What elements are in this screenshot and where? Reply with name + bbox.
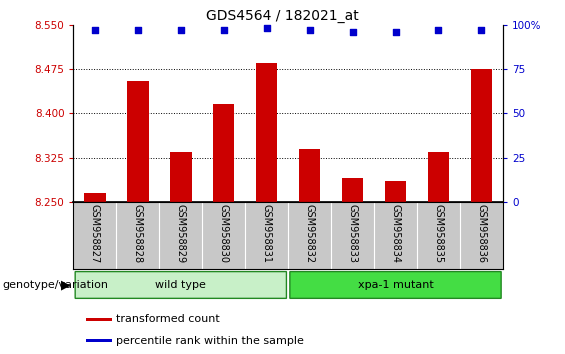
Point — [434, 27, 443, 33]
Text: GSM958827: GSM958827 — [90, 204, 100, 263]
Text: transformed count: transformed count — [116, 314, 220, 325]
Bar — [86, 339, 112, 342]
Bar — [127, 81, 149, 202]
Text: xpa-1 mutant: xpa-1 mutant — [358, 280, 433, 290]
Point — [133, 27, 142, 33]
Point — [176, 27, 185, 33]
Point — [90, 27, 99, 33]
Text: GSM958834: GSM958834 — [390, 204, 401, 263]
Text: GSM958830: GSM958830 — [219, 204, 229, 263]
Text: GSM958835: GSM958835 — [433, 204, 444, 263]
Bar — [170, 152, 192, 202]
Text: GSM958829: GSM958829 — [176, 204, 186, 263]
Point — [262, 25, 271, 31]
Point — [305, 27, 314, 33]
Point — [348, 29, 357, 35]
Bar — [84, 193, 106, 202]
FancyBboxPatch shape — [290, 272, 501, 298]
Text: ▶: ▶ — [61, 279, 71, 291]
Text: GSM958832: GSM958832 — [305, 204, 315, 263]
Text: GSM958828: GSM958828 — [133, 204, 143, 263]
Bar — [342, 178, 363, 202]
FancyBboxPatch shape — [75, 272, 286, 298]
Text: GSM958836: GSM958836 — [476, 204, 486, 263]
Point — [391, 29, 400, 35]
Bar — [213, 104, 234, 202]
Bar — [256, 63, 277, 202]
Text: percentile rank within the sample: percentile rank within the sample — [116, 336, 305, 346]
Bar — [299, 149, 320, 202]
Text: genotype/variation: genotype/variation — [3, 280, 109, 290]
Bar — [86, 318, 112, 321]
Text: wild type: wild type — [155, 280, 206, 290]
Text: GSM958831: GSM958831 — [262, 204, 272, 263]
Text: GSM958833: GSM958833 — [347, 204, 358, 263]
Point — [219, 27, 228, 33]
Text: GDS4564 / 182021_at: GDS4564 / 182021_at — [206, 9, 359, 23]
Bar — [385, 181, 406, 202]
Point — [477, 27, 486, 33]
Bar — [428, 152, 449, 202]
Bar — [471, 69, 492, 202]
